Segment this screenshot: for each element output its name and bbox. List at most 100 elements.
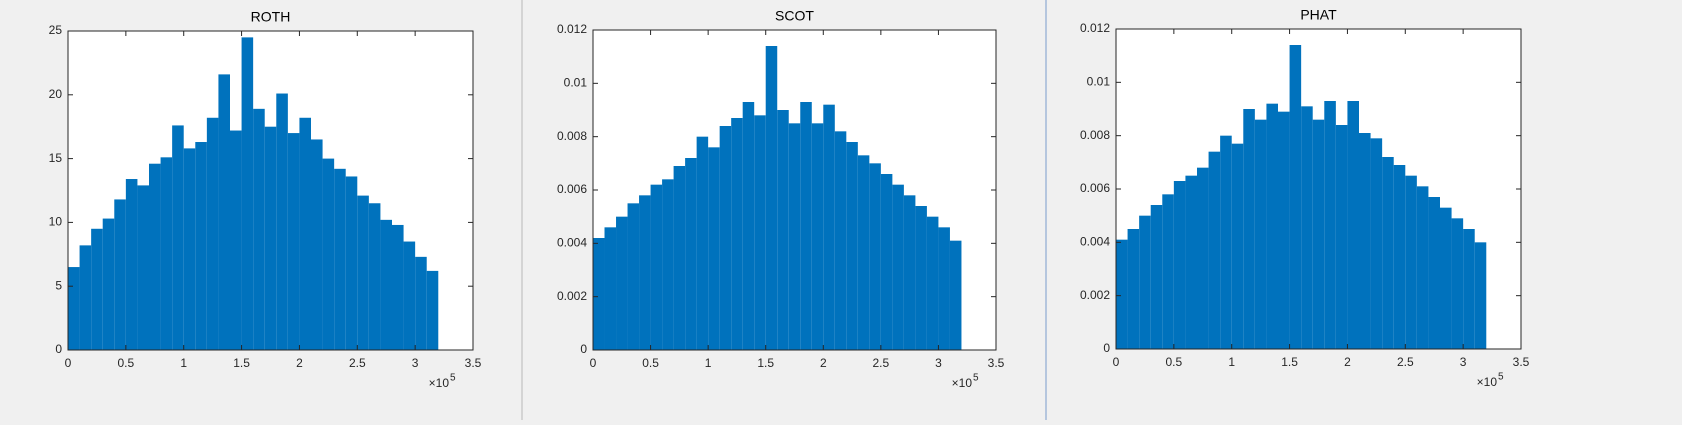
bar	[1231, 143, 1244, 349]
bar	[380, 219, 392, 350]
bar	[616, 216, 628, 350]
bar	[322, 158, 335, 350]
bar	[593, 238, 605, 350]
axes-box	[1115, 28, 1522, 350]
bar	[765, 46, 778, 350]
x-tick-label: 3	[935, 356, 942, 370]
bar	[102, 218, 115, 350]
bar	[604, 227, 617, 350]
bar	[1254, 119, 1267, 350]
bar	[334, 168, 346, 350]
bar	[253, 108, 265, 350]
bar	[1335, 125, 1348, 349]
bar	[218, 74, 230, 350]
y-tick-label: 15	[49, 151, 63, 165]
bar	[1150, 205, 1163, 349]
bar	[662, 179, 674, 350]
bar	[137, 185, 149, 350]
bar	[846, 142, 858, 350]
bar	[1185, 175, 1197, 349]
bar	[1220, 135, 1232, 349]
bar	[1405, 175, 1417, 349]
y-tick-label: 0.002	[1080, 288, 1110, 302]
bar	[311, 139, 323, 350]
x-multiplier-exponent: 5	[973, 373, 979, 384]
x-tick-label: 1.5	[757, 356, 774, 370]
x-tick-label: 3	[1460, 355, 1467, 369]
bar	[172, 125, 184, 350]
bar	[719, 126, 732, 350]
bar	[685, 158, 697, 350]
x-tick-label: 0	[1113, 355, 1120, 369]
bar	[708, 147, 720, 350]
x-multiplier: ×10	[1477, 375, 1498, 389]
bar	[650, 184, 663, 350]
bar	[1347, 101, 1359, 349]
x-multiplier: ×10	[429, 376, 450, 390]
x-tick-label: 2	[820, 356, 827, 370]
bar	[742, 102, 755, 350]
bar	[68, 267, 80, 350]
chart-title: SCOT	[775, 8, 814, 24]
chart-title: ROTH	[251, 9, 291, 25]
bar	[1266, 103, 1278, 350]
bar	[1312, 119, 1325, 350]
x-tick-label: 3.5	[465, 356, 482, 370]
bar	[834, 131, 847, 350]
bar	[1451, 218, 1464, 349]
bar	[357, 195, 369, 350]
chart-title: PHAT	[1300, 7, 1337, 23]
bar	[811, 123, 824, 350]
y-tick-label: 0	[55, 342, 62, 356]
bar	[183, 148, 196, 350]
x-tick-label: 1	[705, 356, 712, 370]
y-tick-label: 0.006	[1080, 181, 1110, 195]
bar	[869, 163, 881, 350]
bar	[892, 184, 904, 350]
bar	[1139, 215, 1151, 349]
bar	[125, 179, 138, 350]
bar	[345, 176, 358, 350]
bar	[1359, 133, 1371, 349]
axes-box	[67, 30, 474, 351]
bar	[926, 216, 939, 350]
y-tick-label: 0.012	[557, 22, 587, 36]
x-tick-label: 0.5	[642, 356, 659, 370]
bar	[1278, 111, 1290, 350]
bar	[1393, 165, 1406, 349]
bar	[1162, 194, 1174, 349]
bar	[903, 195, 916, 350]
x-tick-label: 2.5	[349, 356, 366, 370]
y-tick-label: 0.01	[564, 76, 588, 90]
bar	[299, 117, 311, 350]
bar	[1428, 197, 1440, 349]
y-tick-label: 0.004	[1080, 235, 1110, 249]
bar	[800, 102, 812, 350]
y-tick-label: 5	[55, 278, 62, 292]
bar	[754, 115, 766, 350]
bar	[696, 136, 709, 350]
bar	[287, 133, 300, 350]
x-tick-label: 3	[412, 356, 419, 370]
bar	[1289, 45, 1302, 349]
bar	[1197, 167, 1209, 349]
bar	[1208, 151, 1221, 349]
bar	[241, 37, 254, 350]
y-tick-label: 0	[580, 342, 587, 356]
bar	[1370, 138, 1383, 349]
x-tick-label: 1.5	[233, 356, 250, 370]
bar	[673, 166, 686, 350]
bar	[627, 203, 640, 350]
bar	[1440, 207, 1452, 349]
bar	[788, 123, 801, 350]
x-tick-label: 2	[1344, 355, 1351, 369]
bar	[1324, 101, 1336, 349]
y-tick-label: 0.002	[557, 289, 587, 303]
bar	[264, 126, 277, 350]
bar	[206, 117, 219, 350]
bar	[195, 142, 207, 350]
x-tick-label: 2	[296, 356, 303, 370]
bar	[823, 104, 835, 351]
